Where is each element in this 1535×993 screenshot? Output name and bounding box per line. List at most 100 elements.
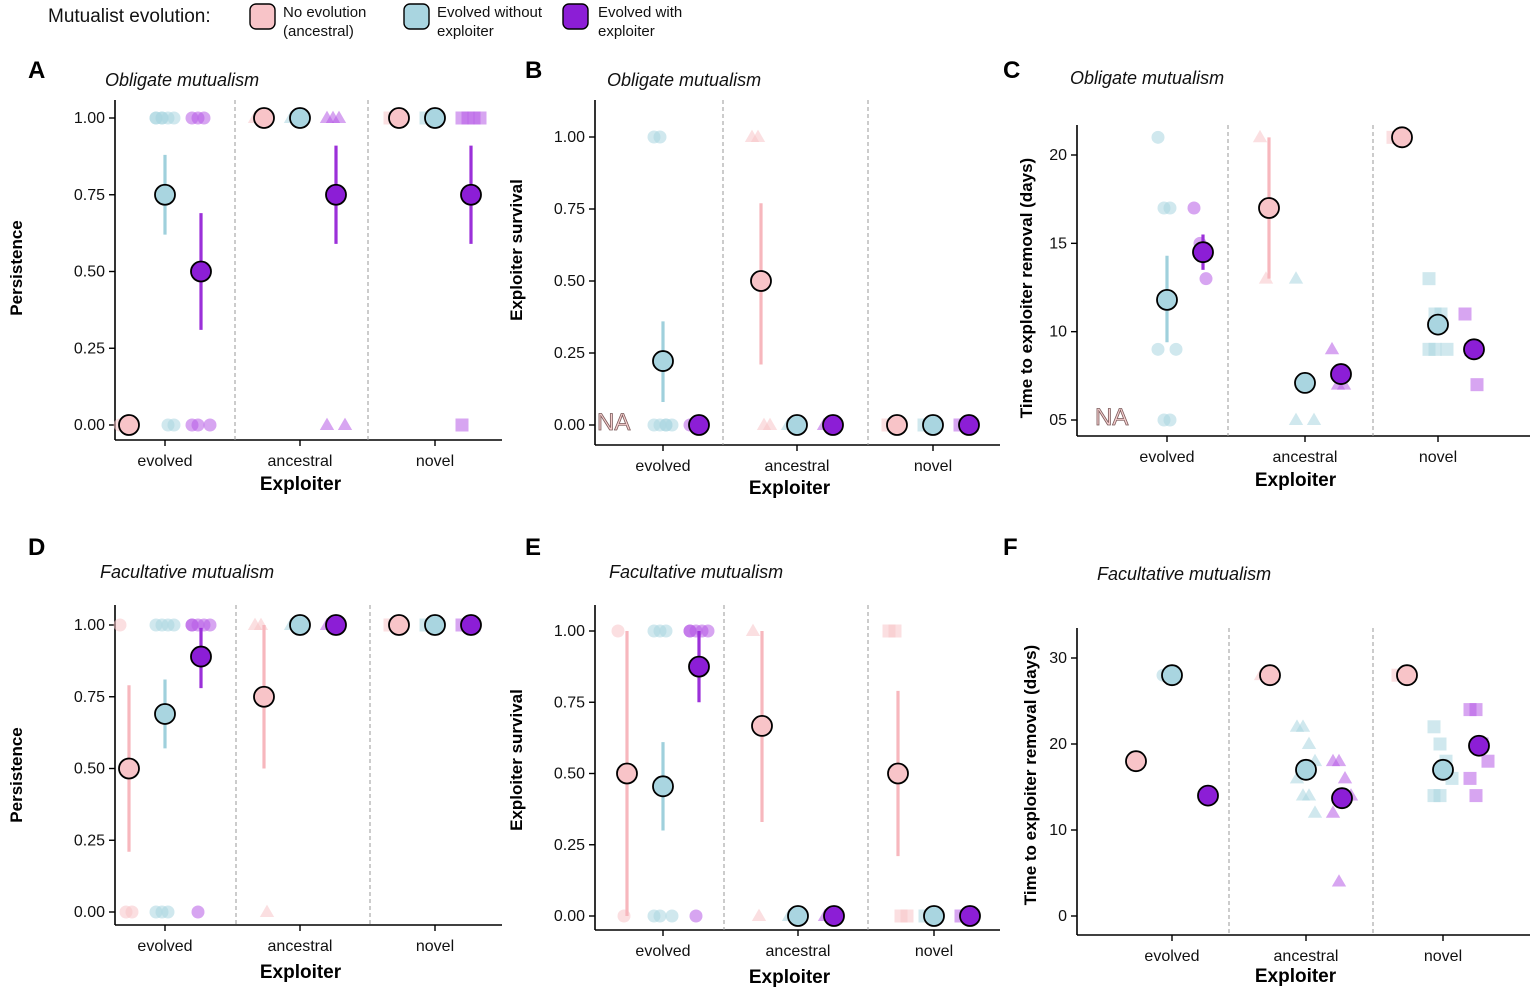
raw-point	[1337, 770, 1353, 784]
y-tick-label: 0.00	[554, 908, 585, 925]
legend-swatch-without	[403, 3, 430, 30]
panel-A: A Obligate mutualism 0.00 0.25 0.50 0.75 1.00 e…	[7, 57, 502, 495]
y-tick-label: 20	[1049, 147, 1067, 164]
y-tick-label: 1.00	[74, 617, 105, 634]
raw-point	[1469, 789, 1483, 803]
mean-point	[1330, 363, 1352, 385]
mean-point	[190, 260, 212, 283]
mean-point	[388, 107, 410, 129]
mean-point	[688, 655, 710, 678]
raw-point	[161, 905, 175, 919]
y-tick-label: 20	[1049, 736, 1067, 753]
panel-subtitle: Facultative mutualism	[100, 562, 274, 582]
legend-label-without-line2: exploiter	[437, 23, 494, 40]
raw-point	[1469, 703, 1483, 717]
x-tick-label: ancestral	[766, 943, 831, 960]
mean-point	[460, 614, 482, 636]
x-tick-label: novel	[915, 943, 953, 960]
y-tick-label: 0.25	[554, 345, 585, 362]
y-tick-label: 0.25	[74, 832, 105, 849]
legend-swatch-ancestral	[249, 3, 276, 30]
y-tick-label: 30	[1049, 650, 1067, 667]
mean-point	[1468, 734, 1490, 757]
mean-point	[958, 414, 980, 436]
mean-point	[1156, 288, 1178, 311]
x-tick-label: ancestral	[1274, 948, 1339, 965]
mean-point	[253, 685, 275, 708]
panel-letter: A	[28, 57, 45, 84]
x-tick-label: evolved	[1139, 449, 1194, 466]
mean-point	[822, 414, 844, 436]
legend-label-ancestral-line2: (ancestral)	[283, 23, 354, 40]
x-tick-label: novel	[1424, 948, 1462, 965]
raw-point	[1331, 874, 1347, 887]
raw-point	[659, 624, 673, 638]
y-tick-label: 0	[1058, 908, 1067, 925]
raw-point	[167, 111, 181, 125]
x-axis-title: Exploiter	[749, 478, 831, 499]
mean-point	[424, 614, 446, 636]
panel-letter: F	[1003, 534, 1018, 561]
y-tick-label: 0.75	[554, 201, 585, 218]
panel-F: F Facultative mutualism 0 10 20 30 evolved ance…	[1003, 534, 1530, 987]
raw-point	[1433, 737, 1447, 751]
y-tick-label: 0.00	[554, 417, 585, 434]
mean-point	[887, 762, 909, 785]
raw-point	[167, 418, 181, 432]
mean-point	[253, 107, 275, 129]
raw-point	[1163, 201, 1177, 215]
x-tick-label: novel	[416, 453, 454, 470]
legend-label-ancestral-line1: No evolution	[283, 4, 366, 21]
raw-point	[1463, 771, 1477, 785]
raw-point	[125, 905, 139, 919]
mean-point	[688, 414, 710, 436]
mean-point	[1259, 664, 1281, 687]
mean-point	[959, 905, 981, 927]
raw-point	[1151, 342, 1165, 356]
raw-point	[611, 624, 625, 638]
raw-point	[455, 418, 469, 432]
raw-point	[751, 908, 767, 921]
raw-point	[1301, 736, 1317, 749]
mean-point	[1197, 784, 1219, 807]
x-tick-label: ancestral	[268, 453, 333, 470]
panel-D: D Facultative mutualism 0.00 0.25 0.50 0.75 1.…	[7, 534, 502, 983]
panel-B: B Obligate mutualism 0.00 0.25 0.50 0.75 1.00 e…	[507, 57, 1000, 499]
y-tick-label: 0.75	[74, 187, 105, 204]
raw-point	[259, 904, 275, 917]
y-tick-label: 0.00	[74, 904, 105, 921]
raw-point	[762, 417, 778, 430]
y-tick-label: 1.00	[554, 623, 585, 640]
y-tick-label: 10	[1049, 324, 1067, 341]
mean-point	[886, 414, 908, 436]
mean-point	[388, 614, 410, 636]
mean-point	[1125, 750, 1147, 773]
mean-point	[786, 414, 808, 436]
raw-point	[1481, 754, 1495, 768]
raw-point	[337, 417, 353, 430]
x-tick-label: evolved	[635, 943, 690, 960]
x-tick-label: ancestral	[765, 458, 830, 475]
raw-point	[1470, 378, 1484, 392]
y-tick-label: 05	[1049, 412, 1067, 429]
raw-point	[1301, 788, 1317, 801]
raw-point	[745, 623, 761, 636]
mean-point	[616, 762, 638, 785]
mean-point	[289, 107, 311, 129]
raw-point	[1163, 413, 1177, 427]
y-tick-label: 15	[1049, 235, 1067, 252]
y-tick-label: 10	[1049, 822, 1067, 839]
raw-point	[1295, 719, 1311, 732]
raw-point	[197, 111, 211, 125]
mean-point	[922, 414, 944, 436]
legend-label-with-line1: Evolved with	[598, 4, 682, 21]
mean-point	[1331, 787, 1353, 810]
raw-point	[1324, 341, 1340, 355]
legend-label-without-line1: Evolved without	[437, 4, 543, 21]
raw-point	[689, 909, 703, 923]
mean-point	[787, 905, 809, 927]
mean-point	[823, 905, 845, 927]
raw-point	[1252, 129, 1268, 143]
mean-point	[1391, 126, 1413, 149]
mean-point	[751, 715, 773, 737]
